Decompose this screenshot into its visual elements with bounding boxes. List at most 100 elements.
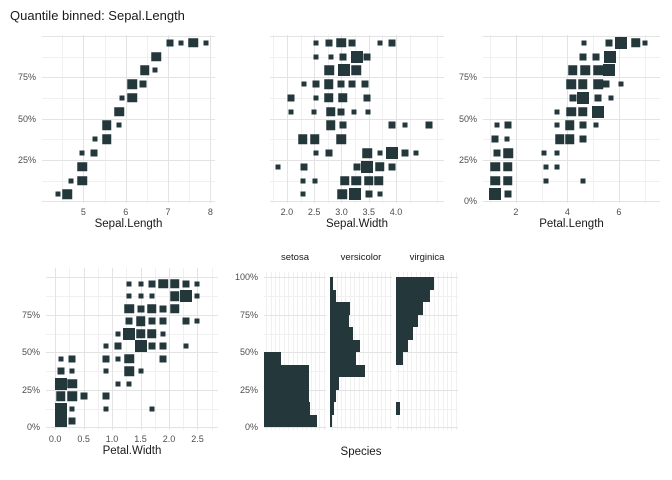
- bin-square: [152, 67, 158, 73]
- gridline-x-major: [515, 35, 517, 203]
- x-tick-label: 5: [80, 207, 86, 217]
- bin-square: [336, 134, 347, 145]
- plot-title: Quantile binned: Sepal.Length: [10, 8, 185, 23]
- bin-square: [349, 188, 362, 201]
- facet-bar: [396, 352, 404, 365]
- bin-square: [594, 94, 602, 102]
- bin-square: [541, 150, 547, 156]
- y-tick-label: 0%: [463, 196, 477, 207]
- gridline-x-minor: [183, 268, 185, 430]
- bin-square: [338, 64, 351, 77]
- bin-square: [159, 305, 167, 313]
- gridline-y-major: [270, 118, 444, 120]
- x-tick-label: 6: [616, 207, 622, 217]
- bin-square: [77, 162, 87, 172]
- bin-square: [543, 178, 549, 184]
- bin-square: [374, 162, 385, 172]
- bin-square: [489, 188, 502, 201]
- bin-square: [79, 150, 85, 156]
- bin-square: [166, 39, 174, 47]
- bin-square: [339, 53, 347, 61]
- bin-square: [401, 149, 409, 157]
- facet-bar: [396, 289, 431, 303]
- y-tick-label: 50%: [21, 347, 40, 358]
- facet-bar: [330, 389, 336, 403]
- bin-square: [169, 291, 180, 301]
- x-tick-label: 4: [564, 207, 570, 217]
- facet-bar: [264, 414, 318, 428]
- facet-bar: [330, 352, 357, 365]
- bin-square: [579, 121, 587, 129]
- bin-square: [325, 106, 336, 117]
- bin-square: [313, 40, 319, 46]
- bin-square: [312, 80, 320, 88]
- bin-square: [103, 406, 109, 412]
- bin-square: [90, 149, 98, 157]
- bin-square: [578, 79, 588, 89]
- bin-square: [642, 40, 648, 46]
- bin-square: [68, 417, 76, 425]
- x-tick-label: 3.5: [362, 207, 375, 217]
- facet-bar: [264, 402, 310, 415]
- bin-square: [148, 317, 156, 325]
- bin-square: [123, 327, 136, 340]
- gridline-y-major: [396, 427, 458, 429]
- gridline-y-major: [46, 277, 218, 279]
- bin-square: [138, 368, 144, 374]
- gridline-y-minor: [264, 333, 326, 335]
- gridline-y-minor: [42, 180, 215, 182]
- gridline-y-minor: [396, 371, 458, 373]
- gridline-y-minor: [483, 56, 660, 58]
- bin-square: [180, 290, 193, 303]
- bin-square: [339, 175, 350, 186]
- bin-square: [159, 317, 167, 325]
- bin-square: [363, 53, 371, 61]
- bin-square: [194, 318, 200, 324]
- bin-square: [169, 278, 180, 289]
- gridline-y-major: [264, 314, 326, 316]
- bin-square: [103, 343, 109, 349]
- x-axis-title: Petal.Width: [102, 445, 162, 457]
- bin-square: [413, 150, 419, 156]
- bin-square: [325, 120, 336, 131]
- bin-square: [581, 40, 587, 46]
- gridline-x-minor: [433, 272, 435, 430]
- gridline-x-minor: [279, 272, 281, 430]
- bin-square: [388, 121, 396, 129]
- bin-square: [101, 134, 112, 145]
- bin-square: [300, 191, 306, 197]
- x-tick-label: 2.0: [280, 207, 294, 217]
- gridline-y-major: [42, 201, 215, 203]
- gridline-x-minor: [389, 272, 391, 430]
- gridline-x-minor: [442, 272, 444, 430]
- bin-square: [328, 54, 334, 60]
- y-tick-label: 50%: [239, 347, 258, 358]
- y-tick-label: 25%: [458, 154, 477, 165]
- bin-square: [54, 402, 67, 415]
- gridline-x-minor: [385, 272, 387, 430]
- bin-square: [580, 65, 591, 76]
- gridline-x-major: [55, 268, 57, 430]
- bin-square: [115, 356, 121, 362]
- bin-square: [102, 355, 110, 363]
- bin-square: [503, 148, 513, 158]
- bin-square: [138, 293, 144, 299]
- bin-square: [151, 51, 161, 62]
- bin-square: [592, 105, 605, 118]
- gridline-y-major: [264, 352, 326, 354]
- bin-square: [127, 93, 137, 103]
- bin-square: [363, 94, 371, 102]
- bin-square: [565, 134, 575, 145]
- bin-square: [300, 163, 308, 171]
- gridline-x-minor: [292, 272, 294, 430]
- bin-square: [337, 93, 348, 103]
- facet-bar: [330, 414, 332, 428]
- bin-square: [608, 95, 614, 101]
- bin-square: [300, 178, 306, 184]
- gridline-y-major: [46, 314, 218, 316]
- bin-square: [80, 392, 88, 400]
- bin-square: [325, 39, 333, 47]
- gridline-x-minor: [211, 268, 213, 430]
- gridline-x-minor: [97, 268, 99, 430]
- gridline-x-minor: [451, 272, 453, 430]
